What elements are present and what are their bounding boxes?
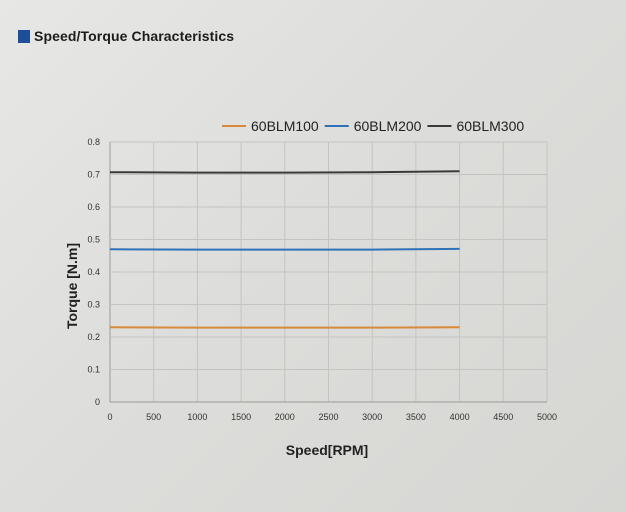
x-tick-label: 3500 — [406, 412, 426, 422]
x-tick-label: 3000 — [362, 412, 382, 422]
y-tick-label: 0.3 — [87, 300, 100, 310]
x-tick-label: 1000 — [187, 412, 207, 422]
chart-heading: Speed/Torque Characteristics — [18, 28, 234, 44]
y-tick-label: 0.5 — [87, 235, 100, 245]
x-tick-label: 4000 — [450, 412, 470, 422]
y-tick-label: 0 — [95, 397, 100, 407]
y-tick-label: 0.8 — [87, 137, 100, 147]
series-line-60blm300 — [109, 170, 460, 174]
legend-label: 60BLM200 — [354, 118, 422, 134]
y-tick-label: 0.7 — [87, 170, 100, 180]
x-tick-labels: 0 500 1000 1500 2000 2500 3000 3500 4000 4500 5000 — [107, 412, 557, 422]
series-line-60blm200 — [109, 247, 460, 251]
legend: 60BLM100 60BLM200 60BLM300 — [222, 118, 524, 134]
horizontal-gridlines — [110, 141, 547, 403]
y-tick-label: 0.1 — [87, 365, 100, 375]
chart-title: Speed/Torque Characteristics — [34, 28, 235, 44]
x-tick-label: 1500 — [231, 412, 251, 422]
x-tick-label: 2500 — [318, 412, 338, 422]
y-tick-labels: 0 0.1 0.2 0.3 0.4 0.5 0.6 0.7 0.8 — [87, 137, 100, 407]
x-tick-label: 2000 — [275, 412, 295, 422]
x-tick-label: 0 — [107, 412, 112, 422]
y-tick-label: 0.6 — [87, 202, 100, 212]
y-tick-label: 0.2 — [87, 332, 100, 342]
legend-label: 60BLM300 — [456, 118, 524, 134]
x-tick-label: 4500 — [493, 412, 513, 422]
y-axis-title: Torque [N.m] — [64, 243, 80, 329]
heading-square-icon — [18, 29, 30, 43]
x-tick-label: 500 — [146, 412, 161, 422]
legend-label: 60BLM100 — [251, 118, 319, 134]
y-tick-label: 0.4 — [87, 267, 100, 277]
series-lines — [109, 170, 460, 329]
x-axis-title: Speed[RPM] — [286, 442, 368, 458]
x-tick-label: 5000 — [537, 412, 557, 422]
